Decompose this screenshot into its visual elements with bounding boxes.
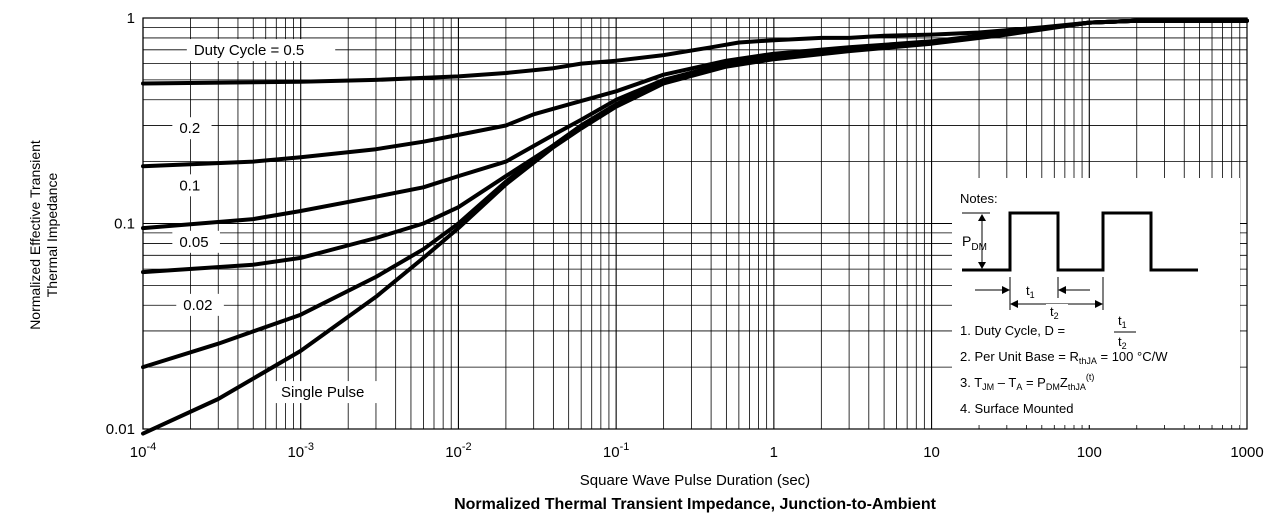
x-tick-label: 100	[1077, 444, 1102, 461]
y-tick-label: 0.01	[106, 421, 135, 438]
note-duty-cycle: 1. Duty Cycle, D =	[960, 323, 1065, 338]
pulse-waveform	[962, 211, 1198, 272]
pdm-arrow-down	[978, 262, 986, 269]
notes-box: Notes: PDM t1 t2 1. Duty Cycle, D = t1 t…	[952, 178, 1240, 425]
series-line	[141, 18, 1249, 436]
note-per-unit-base: 2. Per Unit Base = RthJA = 100 °C/W	[960, 349, 1168, 366]
svg-text:t1: t1	[1118, 313, 1127, 330]
curve-labels: Duty Cycle = 0.5 0.2 0.1 0.05 0.02 Single Pul…	[179, 42, 364, 401]
curve-label-background	[172, 117, 212, 140]
curve-label: 0.05	[179, 234, 208, 251]
curve-label: 0.2	[179, 120, 200, 137]
t2-arrow-right-head	[1095, 300, 1103, 308]
x-tick-label: 10-1	[603, 441, 629, 461]
plot-frame	[142, 17, 1248, 430]
curve-label-background	[186, 39, 336, 62]
y-tick-label: 0.1	[114, 216, 135, 233]
x-tick-label: 10-4	[130, 441, 156, 461]
x-tick-label: 1000	[1230, 444, 1263, 461]
svg-text:PDM: PDM	[962, 233, 987, 253]
note-temperature: 3. TJM – TA = PDMZthJA(t)	[960, 372, 1094, 392]
curve-label-background	[172, 230, 220, 253]
note-surface-mounted: 4. Surface Mounted	[960, 401, 1073, 416]
t1-arrow-left-head	[1002, 286, 1010, 294]
curve-label-background	[176, 293, 224, 316]
curve-label-background	[274, 381, 389, 404]
svg-text:t2: t2	[1118, 334, 1127, 351]
t2-label: t2	[1050, 304, 1059, 321]
tick-labels: 10-4 10-3 10-2 10-1 1 10 100 1000 1 0.1 0.01	[106, 10, 1264, 461]
x-tick-label: 10-3	[287, 441, 313, 461]
curve-label: 0.02	[183, 297, 212, 314]
curve-label-backgrounds	[172, 39, 389, 404]
duty-cycle-fraction: t1 t2	[1114, 313, 1136, 351]
pdm-label: PDM	[962, 233, 987, 253]
series-lines	[141, 18, 1249, 436]
notes-heading: Notes:	[960, 191, 998, 206]
curve-label: Single Pulse	[281, 384, 364, 401]
t1-label: t1	[1026, 283, 1035, 300]
chart-title: Normalized Thermal Transient Impedance, …	[454, 496, 936, 513]
curve-label: 0.1	[179, 177, 200, 194]
x-axis-label: Square Wave Pulse Duration (sec)	[579, 472, 811, 489]
y-tick-label: 1	[127, 10, 135, 27]
grid	[142, 18, 1247, 430]
pdm-arrow-up	[978, 214, 986, 221]
curve-label: Duty Cycle = 0.5	[194, 42, 304, 59]
curve-label-background	[172, 174, 212, 197]
x-tick-label: 1	[770, 444, 778, 461]
t2-arrow-left-head	[1010, 300, 1018, 308]
thermal-impedance-chart: 10-4 10-3 10-2 10-1 1 10 100 1000 1 0.1 0.01 Duty …	[106, 10, 1264, 461]
x-tick-label: 10-2	[445, 441, 471, 461]
x-tick-label: 10	[923, 444, 940, 461]
t1-arrow-right-head	[1058, 286, 1066, 294]
